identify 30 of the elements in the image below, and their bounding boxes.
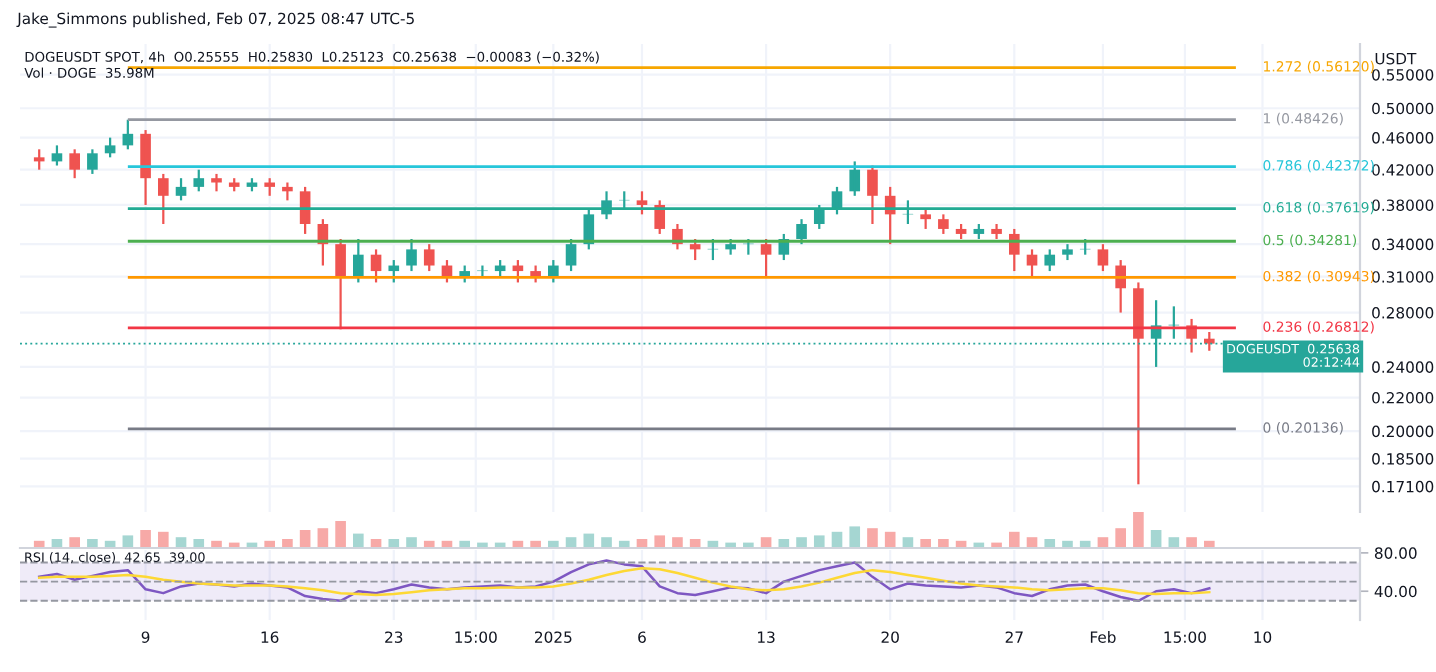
bar	[87, 539, 98, 548]
bar	[388, 539, 400, 548]
bar	[1044, 539, 1056, 548]
bar	[849, 526, 861, 548]
bar	[778, 539, 790, 548]
bar	[406, 537, 417, 548]
bar	[654, 535, 666, 548]
bar	[1115, 528, 1126, 548]
bar	[601, 537, 612, 548]
bar	[583, 533, 595, 548]
bar	[813, 535, 825, 548]
bar	[157, 531, 169, 548]
bar	[884, 531, 896, 548]
bar	[193, 539, 205, 548]
line-series	[37, 566, 1211, 597]
bar	[353, 533, 364, 548]
bar	[867, 528, 878, 548]
bar	[938, 539, 949, 548]
bar	[282, 539, 293, 548]
bar	[1186, 537, 1197, 548]
bar	[1133, 512, 1144, 548]
bar	[335, 521, 346, 548]
bar	[317, 528, 329, 548]
bar	[122, 535, 134, 548]
bar	[672, 537, 683, 548]
bar	[796, 537, 807, 548]
bar	[69, 537, 80, 548]
bar	[920, 539, 931, 548]
bar	[1008, 531, 1020, 548]
bar	[140, 530, 151, 548]
